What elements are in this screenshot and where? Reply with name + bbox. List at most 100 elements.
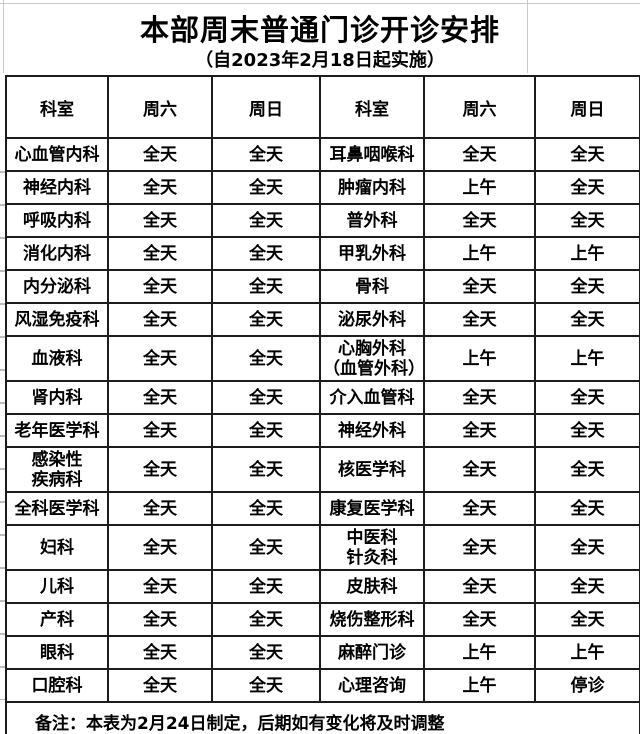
table-row: 呼吸内科 全天 全天 普外科 全天 全天 bbox=[5, 203, 640, 238]
table-row: 全科医学科 全天 全天 康复医学科 全天 全天 bbox=[5, 491, 640, 526]
page-subtitle: （自2023年2月18日起实施） bbox=[195, 50, 445, 71]
dept-cell: 中医科 针灸科 bbox=[319, 524, 425, 571]
dept-cell: 口腔科 bbox=[5, 668, 109, 703]
dept-cell: 泌尿外科 bbox=[319, 302, 425, 337]
schedule-cell: 全天 bbox=[107, 602, 213, 637]
schedule-cell: 全天 bbox=[107, 302, 213, 337]
schedule-cell: 上午 bbox=[534, 635, 640, 670]
note-cell: 备注：本表为2月24日制定，后期如有变化将及时调整 bbox=[5, 701, 640, 734]
schedule-cell: 全天 bbox=[211, 413, 321, 448]
col-header-saturday-right: 周六 bbox=[423, 75, 536, 139]
schedule-cell: 全天 bbox=[211, 602, 321, 637]
table-row: 内分泌科 全天 全天 骨科 全天 全天 bbox=[5, 269, 640, 304]
schedule-cell: 全天 bbox=[423, 269, 536, 304]
dept-cell: 产科 bbox=[5, 602, 109, 637]
schedule-cell: 全天 bbox=[534, 269, 640, 304]
schedule-cell: 全天 bbox=[534, 491, 640, 526]
dept-cell: 内分泌科 bbox=[5, 269, 109, 304]
schedule-body: 心血管内科 全天 全天 耳鼻咽喉科 全天 全天 神经内科 全天 全天 肿瘤内科 … bbox=[5, 137, 640, 703]
schedule-cell: 全天 bbox=[534, 569, 640, 604]
dept-cell: 心血管内科 bbox=[5, 137, 109, 172]
schedule-cell: 全天 bbox=[211, 302, 321, 337]
spreadsheet-gridline-right bbox=[527, 0, 528, 73]
schedule-cell: 全天 bbox=[534, 524, 640, 571]
table-row: 妇科 全天 全天 中医科 针灸科 全天 全天 bbox=[5, 524, 640, 571]
dept-cell: 心胸外科 （血管外科） bbox=[319, 335, 425, 382]
schedule-cell: 全天 bbox=[423, 524, 536, 571]
table-row: 血液科 全天 全天 心胸外科 （血管外科） 上午 上午 bbox=[5, 335, 640, 382]
schedule-cell: 全天 bbox=[107, 236, 213, 271]
dept-cell: 麻醉门诊 bbox=[319, 635, 425, 670]
schedule-cell: 上午 bbox=[423, 170, 536, 205]
schedule-cell: 全天 bbox=[107, 668, 213, 703]
schedule-cell: 上午 bbox=[423, 668, 536, 703]
schedule-cell: 全天 bbox=[107, 446, 213, 493]
schedule-cell: 全天 bbox=[211, 236, 321, 271]
schedule-cell: 全天 bbox=[211, 524, 321, 571]
schedule-cell: 全天 bbox=[534, 602, 640, 637]
schedule-cell: 全天 bbox=[107, 203, 213, 238]
schedule-cell: 全天 bbox=[107, 137, 213, 172]
dept-cell: 皮肤科 bbox=[319, 569, 425, 604]
schedule-cell: 全天 bbox=[211, 380, 321, 415]
schedule-cell: 全天 bbox=[107, 524, 213, 571]
dept-cell: 血液科 bbox=[5, 335, 109, 382]
schedule-cell: 上午 bbox=[423, 635, 536, 670]
table-row: 感染性 疾病科 全天 全天 核医学科 全天 全天 bbox=[5, 446, 640, 493]
schedule-cell: 全天 bbox=[211, 203, 321, 238]
page-title: 本部周末普通门诊开诊安排 bbox=[139, 13, 500, 47]
schedule-cell: 全天 bbox=[423, 602, 536, 637]
dept-cell: 介入血管科 bbox=[319, 380, 425, 415]
schedule-cell: 全天 bbox=[423, 569, 536, 604]
table-row: 产科 全天 全天 烧伤整形科 全天 全天 bbox=[5, 602, 640, 637]
table-row: 风湿免疫科 全天 全天 泌尿外科 全天 全天 bbox=[5, 302, 640, 337]
dept-cell: 感染性 疾病科 bbox=[5, 446, 109, 493]
dept-cell: 骨科 bbox=[319, 269, 425, 304]
col-header-saturday-left: 周六 bbox=[107, 75, 213, 139]
schedule-cell: 全天 bbox=[423, 203, 536, 238]
schedule-cell: 全天 bbox=[423, 491, 536, 526]
schedule-cell: 全天 bbox=[107, 269, 213, 304]
schedule-cell: 全天 bbox=[534, 413, 640, 448]
schedule-cell: 全天 bbox=[534, 137, 640, 172]
dept-cell: 肿瘤内科 bbox=[319, 170, 425, 205]
schedule-cell: 全天 bbox=[534, 203, 640, 238]
schedule-cell: 全天 bbox=[211, 335, 321, 382]
schedule-cell: 全天 bbox=[211, 137, 321, 172]
table-row: 神经内科 全天 全天 肿瘤内科 上午 全天 bbox=[5, 170, 640, 205]
schedule-cell: 上午 bbox=[423, 236, 536, 271]
schedule-table: 科室 周六 周日 科室 周六 周日 心血管内科 全天 全天 耳鼻咽喉科 全天 全… bbox=[5, 75, 640, 734]
dept-cell: 眼科 bbox=[5, 635, 109, 670]
schedule-cell: 上午 bbox=[534, 335, 640, 382]
schedule-cell: 全天 bbox=[534, 302, 640, 337]
dept-cell: 呼吸内科 bbox=[5, 203, 109, 238]
header-row: 科室 周六 周日 科室 周六 周日 bbox=[5, 75, 640, 139]
schedule-cell: 全天 bbox=[423, 137, 536, 172]
dept-cell: 老年医学科 bbox=[5, 413, 109, 448]
dept-cell: 核医学科 bbox=[319, 446, 425, 493]
table-row: 消化内科 全天 全天 甲乳外科 上午 上午 bbox=[5, 236, 640, 271]
col-header-dept-right: 科室 bbox=[319, 75, 425, 139]
schedule-cell: 上午 bbox=[534, 236, 640, 271]
schedule-cell: 全天 bbox=[107, 170, 213, 205]
dept-cell: 烧伤整形科 bbox=[319, 602, 425, 637]
schedule-cell: 全天 bbox=[423, 413, 536, 448]
spreadsheet-gridline-ticks bbox=[0, 140, 5, 700]
table-row: 眼科 全天 全天 麻醉门诊 上午 上午 bbox=[5, 635, 640, 670]
table-row: 口腔科 全天 全天 心理咨询 上午 停诊 bbox=[5, 668, 640, 703]
dept-cell: 全科医学科 bbox=[5, 491, 109, 526]
dept-cell: 康复医学科 bbox=[319, 491, 425, 526]
schedule-cell: 全天 bbox=[423, 446, 536, 493]
dept-cell: 肾内科 bbox=[5, 380, 109, 415]
dept-cell: 神经外科 bbox=[319, 413, 425, 448]
schedule-cell: 全天 bbox=[211, 170, 321, 205]
schedule-cell: 全天 bbox=[423, 380, 536, 415]
col-header-sunday-right: 周日 bbox=[534, 75, 640, 139]
dept-cell: 神经内科 bbox=[5, 170, 109, 205]
schedule-cell: 全天 bbox=[107, 413, 213, 448]
schedule-cell: 全天 bbox=[107, 491, 213, 526]
note-row: 备注：本表为2月24日制定，后期如有变化将及时调整 bbox=[5, 701, 640, 734]
schedule-cell: 全天 bbox=[211, 635, 321, 670]
schedule-cell: 全天 bbox=[107, 635, 213, 670]
